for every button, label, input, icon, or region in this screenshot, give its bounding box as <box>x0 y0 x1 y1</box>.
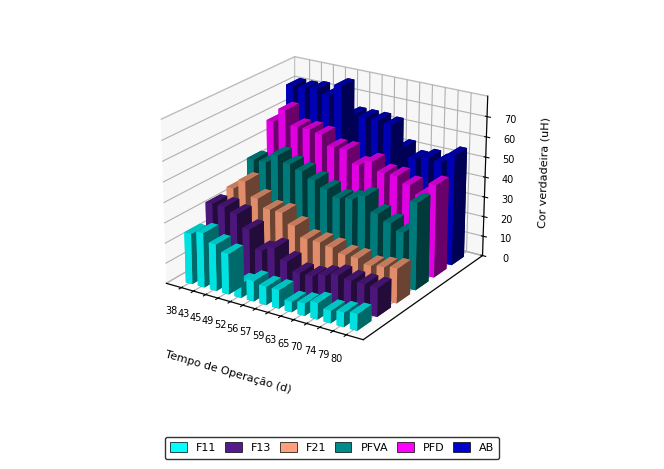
Legend: F11, F13, F21, PFVA, PFD, AB: F11, F13, F21, PFVA, PFD, AB <box>165 437 499 459</box>
X-axis label: Tempo de Operação (d): Tempo de Operação (d) <box>164 349 293 395</box>
